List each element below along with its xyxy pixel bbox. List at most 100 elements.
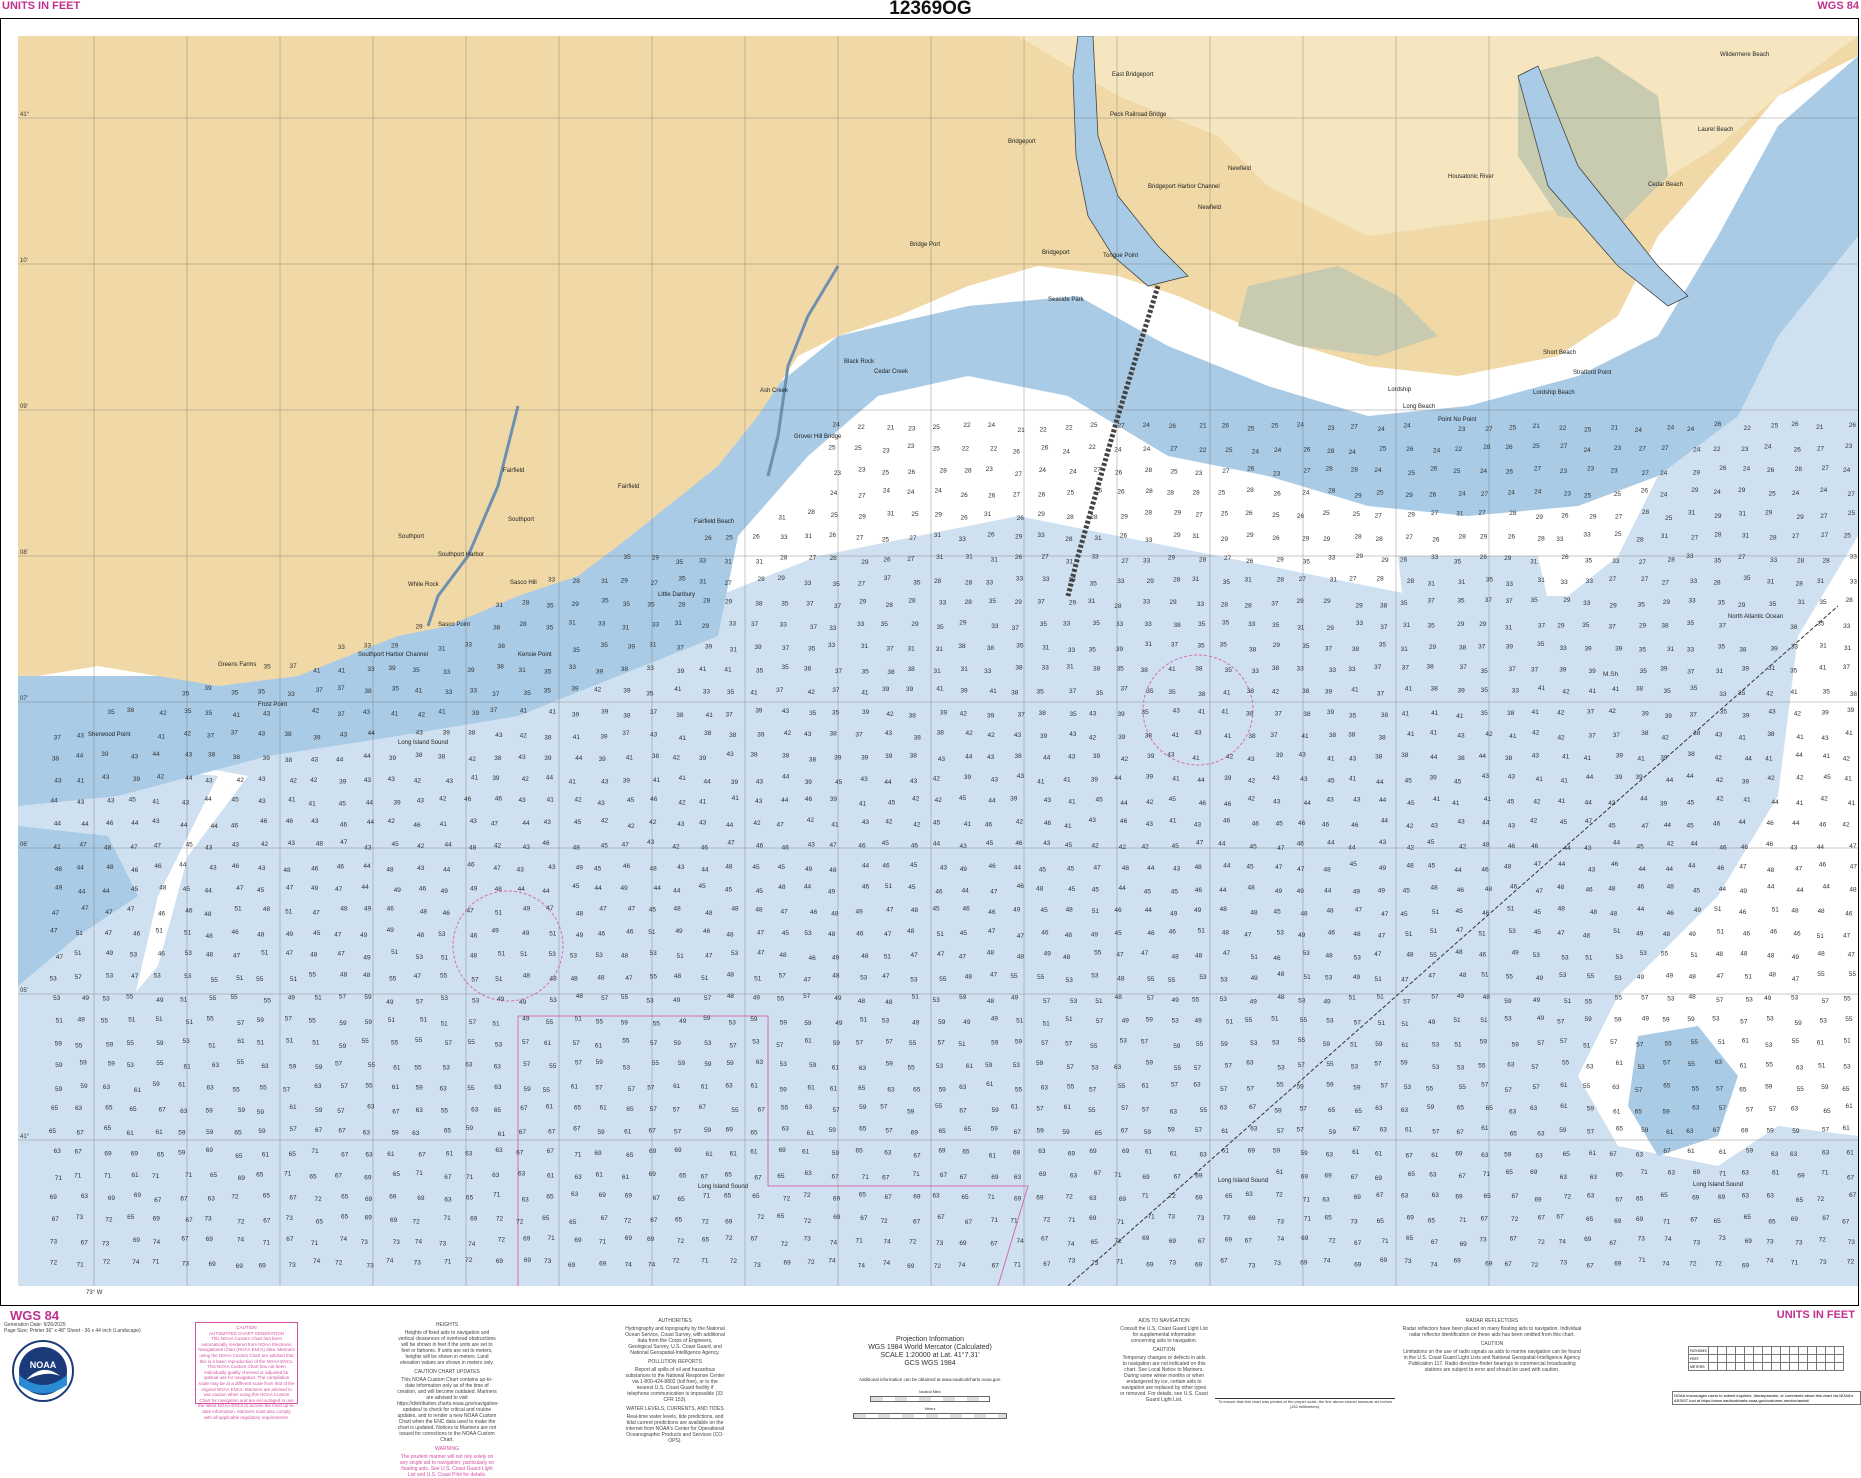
sounding: 72 <box>1564 1193 1572 1200</box>
sounding: 35 <box>412 667 420 674</box>
sounding: 61 <box>1772 1170 1780 1177</box>
sounding: 39 <box>1742 666 1750 673</box>
sounding: 26 <box>987 532 995 539</box>
sounding: 61 <box>1431 1152 1439 1159</box>
sounding: 43 <box>417 865 425 872</box>
sounding: 63 <box>1220 1105 1228 1112</box>
sounding: 48 <box>283 867 291 874</box>
sounding: 31 <box>907 646 915 653</box>
bridgeport-channel <box>1065 285 1161 597</box>
feedback-note: NOAA encourages users to submit inquirie… <box>1672 1391 1861 1405</box>
sounding: 49 <box>492 928 500 935</box>
sounding: 39 <box>204 685 212 692</box>
sounding: 28 <box>1114 603 1122 610</box>
sounding: 61 <box>730 1151 738 1158</box>
sounding: 51 <box>1613 928 1621 935</box>
sounding: 38 <box>1247 688 1255 695</box>
sounding: 53 <box>910 977 918 984</box>
sounding: 51 <box>441 954 449 961</box>
sounding: 44 <box>726 822 734 829</box>
sounding: 39 <box>1327 709 1335 716</box>
sounding: 28 <box>1173 576 1181 583</box>
sounding: 37 <box>1531 667 1539 674</box>
sounding: 57 <box>674 1128 682 1135</box>
sounding: 43 <box>755 798 763 805</box>
sounding: 37 <box>1038 599 1046 606</box>
sounding: 21 <box>1533 423 1541 430</box>
sounding: 65 <box>210 1172 218 1179</box>
page-size: Page Size: Printer 36" x 48" Sheet - 36 … <box>4 1328 141 1334</box>
sounding: 47 <box>757 930 765 937</box>
sounding: 42 <box>1248 777 1256 784</box>
sounding: 59 <box>1765 1083 1773 1090</box>
sounding: 51 <box>937 931 945 938</box>
sounding: 69 <box>1614 1218 1622 1225</box>
sounding: 61 <box>544 1040 552 1047</box>
label-lordship: Lordship <box>1388 387 1412 393</box>
label-kensie-point: Kensie Point <box>518 652 552 658</box>
sounding: 25 <box>1584 427 1592 434</box>
sounding: 43 <box>209 865 217 872</box>
sounding: 67 <box>1458 1173 1466 1180</box>
caution-automated-generation: CAUTION AUTOMATED CHART GENERATION This … <box>195 1322 298 1420</box>
sounding: 51 <box>208 1042 216 1049</box>
sounding: 72 <box>1276 1191 1284 1198</box>
sounding: 44 <box>443 866 451 873</box>
sounding: 59 <box>992 1107 1000 1114</box>
nautical-chart-map[interactable]: 73°20'19'18'17'16'15'14'13'12'11'10'09'0… <box>18 36 1858 1286</box>
sounding: 48 <box>1407 863 1415 870</box>
projection-name: WGS 1984 World Mercator (Calculated) <box>868 1344 992 1351</box>
ash-creek <box>766 265 840 477</box>
sounding: 25 <box>1379 445 1387 452</box>
label-bridgeport: Bridgeport <box>1042 250 1070 256</box>
sounding: 73 <box>544 1258 552 1265</box>
sounding: 57 <box>1036 1106 1044 1113</box>
sounding: 28 <box>808 509 816 516</box>
sounding: 41 <box>1198 709 1206 716</box>
sounding: 48 <box>726 932 734 939</box>
sounding: 42 <box>1142 844 1150 851</box>
sounding: 51 <box>648 929 656 936</box>
sounding: 59 <box>106 1042 114 1049</box>
sounding: 47 <box>1642 823 1650 830</box>
sounding: 33 <box>1843 623 1851 630</box>
sounding: 59 <box>833 1040 841 1047</box>
sounding: 69 <box>133 1237 141 1244</box>
sounding: 42 <box>1016 818 1024 825</box>
sounding: 67 <box>1511 1193 1519 1200</box>
sounding: 33 <box>470 687 478 694</box>
sounding: 28 <box>940 467 948 474</box>
sounding: 69 <box>1791 1216 1799 1223</box>
sounding: 65 <box>725 1171 733 1178</box>
sounding: 59 <box>1792 1128 1800 1135</box>
sounding: 53 <box>103 996 111 1003</box>
sounding: 37 <box>1325 646 1333 653</box>
sounding: 39 <box>1093 753 1101 760</box>
sounding: 63 <box>1668 1170 1676 1177</box>
sounding: 65 <box>1661 1192 1669 1199</box>
sounding: 63 <box>1429 1172 1437 1179</box>
sounding: 65 <box>1663 1083 1671 1090</box>
sounding: 61 <box>1222 1148 1230 1155</box>
sounding: 29 <box>1169 599 1177 606</box>
sounding: 22 <box>1455 446 1463 453</box>
sounding: 48 <box>1195 953 1203 960</box>
sounding: 44 <box>518 886 526 893</box>
sounding: 35 <box>1428 622 1436 629</box>
sounding: 39 <box>599 756 607 763</box>
sounding: 48 <box>1406 951 1414 958</box>
sounding: 35 <box>392 686 400 693</box>
sounding: 51 <box>1718 1039 1726 1046</box>
sounding: 33 <box>1348 666 1356 673</box>
sounding: 67 <box>1481 1216 1489 1223</box>
sounding: 25 <box>1509 424 1517 431</box>
sounding: 41 <box>859 800 867 807</box>
sounding: 57 <box>1560 1038 1568 1045</box>
sounding: 25 <box>1453 468 1461 475</box>
aids-body: Consult the U.S. Coast Guard Light List … <box>1120 1326 1208 1344</box>
sounding: 63 <box>1481 1152 1489 1159</box>
sounding: 43 <box>232 841 240 848</box>
sounding: 33 <box>986 580 994 587</box>
sounding: 67 <box>520 1105 528 1112</box>
sounding: 67 <box>1198 1238 1206 1245</box>
